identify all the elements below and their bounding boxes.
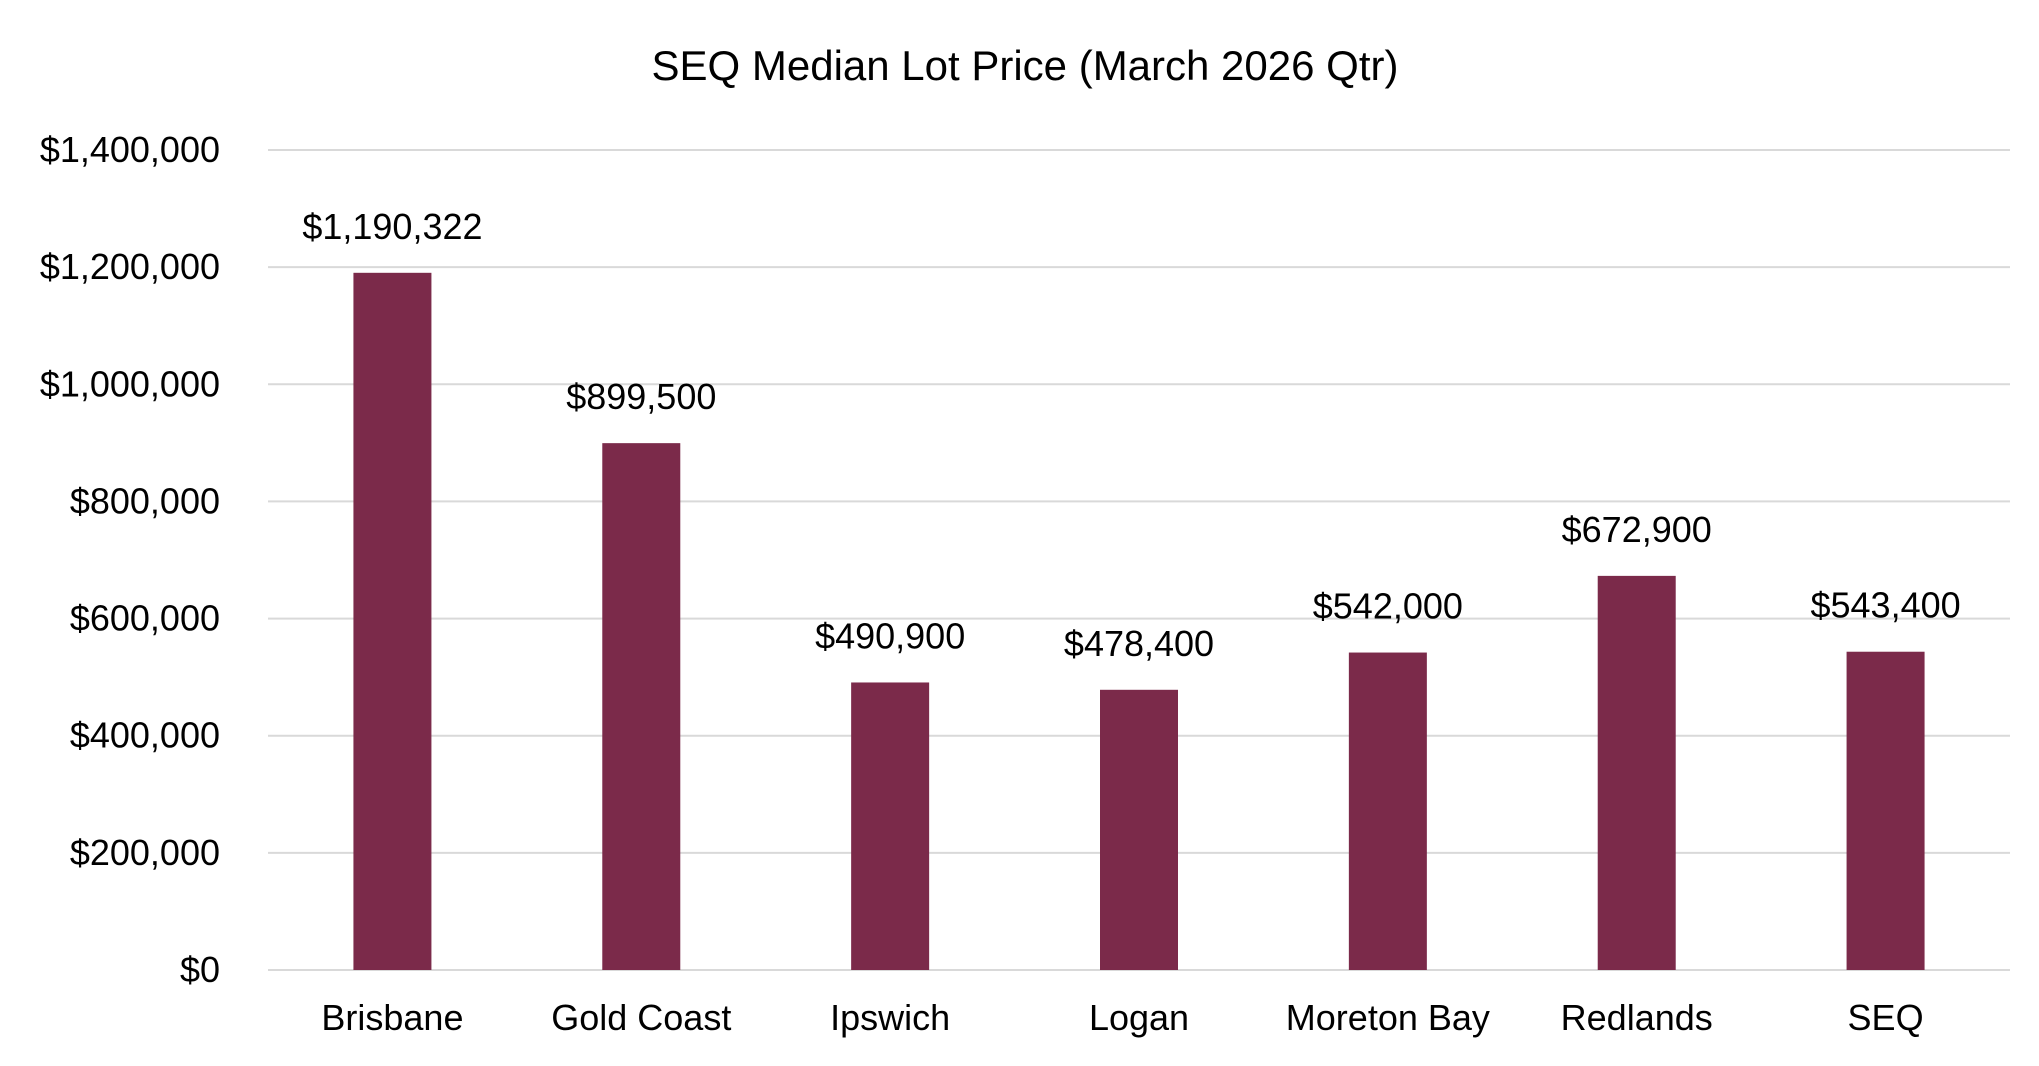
data-label: $478,400 xyxy=(1064,623,1214,664)
data-label: $672,900 xyxy=(1562,509,1712,550)
category-label: Moreton Bay xyxy=(1286,997,1490,1038)
data-label: $490,900 xyxy=(815,615,965,656)
category-label: Brisbane xyxy=(321,997,463,1038)
category-label: SEQ xyxy=(1848,997,1924,1038)
bar xyxy=(1597,575,1676,970)
y-tick-label: $400,000 xyxy=(70,715,220,756)
category-label: Ipswich xyxy=(830,997,950,1038)
y-tick-label: $1,200,000 xyxy=(40,246,220,287)
y-tick-label: $1,000,000 xyxy=(40,363,220,404)
bar xyxy=(602,443,681,970)
category-label: Gold Coast xyxy=(551,997,731,1038)
y-tick-label: $600,000 xyxy=(70,598,220,639)
y-axis-tick-labels: $0 $200,000 $400,000 $600,000 $800,000 $1,000… xyxy=(40,129,220,990)
data-label: $542,000 xyxy=(1313,586,1463,627)
bar xyxy=(1100,689,1178,970)
chart-title: SEQ Median Lot Price (March 2026 Qtr) xyxy=(652,42,1399,89)
y-tick-label: $200,000 xyxy=(70,832,220,873)
bar xyxy=(353,272,432,970)
data-label: $1,190,322 xyxy=(302,206,482,247)
bars xyxy=(353,272,1925,970)
bar xyxy=(1348,652,1427,970)
y-tick-label: $800,000 xyxy=(70,480,220,521)
data-label: $543,400 xyxy=(1810,585,1960,626)
category-label: Redlands xyxy=(1561,997,1713,1038)
bar xyxy=(851,682,930,970)
category-label: Logan xyxy=(1089,997,1189,1038)
x-axis-category-labels: Brisbane Gold Coast Ipswich Logan Moreton Ba… xyxy=(321,997,1923,1038)
y-tick-label: $1,400,000 xyxy=(40,129,220,170)
y-tick-label: $0 xyxy=(180,949,220,990)
data-label: $899,500 xyxy=(566,376,716,417)
data-labels: $1,190,322 $899,500 $490,900 $478,400 $542,0… xyxy=(302,206,1960,664)
bar xyxy=(1846,651,1925,970)
